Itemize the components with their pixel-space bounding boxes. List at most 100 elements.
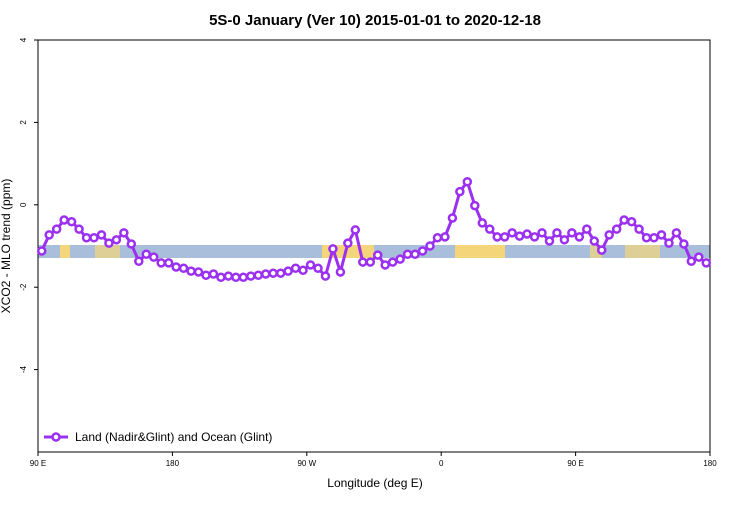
x-tick-label: 90 E	[567, 459, 583, 468]
x-tick-label: 90 E	[30, 459, 46, 468]
data-point	[492, 232, 502, 242]
legend-label: Land (Nadir&Glint) and Ocean (Glint)	[75, 430, 272, 444]
data-point	[268, 268, 278, 278]
data-point	[477, 218, 488, 228]
plot-frame	[37, 39, 711, 453]
y-axis-label: XCO2 - MLO trend (ppm)	[0, 179, 13, 314]
data-point	[89, 233, 99, 243]
data-point	[582, 224, 592, 234]
data-point	[186, 266, 196, 276]
data-point	[626, 216, 637, 227]
data-point	[246, 271, 256, 281]
data-point	[335, 267, 346, 277]
data-point	[387, 257, 398, 267]
data-point	[66, 216, 77, 227]
data-point	[365, 257, 376, 267]
data-point	[216, 272, 226, 283]
data-point	[305, 260, 316, 270]
data-point	[440, 232, 450, 242]
land-band	[60, 245, 70, 258]
data-point	[694, 252, 704, 262]
data-point	[432, 233, 443, 243]
data-point	[59, 215, 69, 225]
data-point	[596, 245, 607, 255]
data-point	[641, 233, 652, 243]
data-point	[96, 230, 107, 240]
x-tick-label: 0	[439, 459, 444, 468]
data-point	[611, 224, 622, 234]
x-tick-label: 90 W	[297, 459, 316, 468]
data-point	[171, 262, 181, 272]
chart-title: 5S-0 January (Ver 10) 2015-01-01 to 2020…	[209, 12, 541, 29]
data-point	[238, 272, 249, 283]
land-band	[625, 245, 660, 258]
data-point	[223, 271, 234, 281]
data-point	[328, 244, 338, 254]
data-point	[36, 246, 47, 256]
data-point	[656, 230, 667, 240]
data-point	[559, 235, 570, 245]
data-point	[320, 271, 331, 281]
data-point	[507, 228, 517, 238]
data-point	[402, 249, 413, 259]
data-point	[372, 250, 383, 260]
data-point	[275, 268, 286, 278]
data-point	[671, 228, 682, 238]
data-point	[417, 246, 428, 256]
data-point	[447, 213, 458, 223]
data-point	[141, 249, 152, 259]
data-point	[201, 270, 211, 281]
data-point	[298, 265, 308, 276]
data-point	[380, 260, 390, 270]
data-point	[701, 258, 712, 268]
data-point	[425, 241, 435, 251]
land-band	[95, 245, 120, 258]
data-point	[81, 233, 92, 243]
data-point	[574, 232, 585, 242]
data-point	[253, 270, 264, 281]
data-point	[499, 232, 510, 242]
x-tick-label: 180	[703, 459, 717, 468]
data-point	[343, 238, 353, 248]
data-point	[649, 233, 659, 243]
data-point	[44, 230, 54, 240]
data-point	[231, 272, 241, 283]
legend-marker	[51, 432, 61, 442]
data-point	[634, 224, 644, 234]
data-point	[567, 228, 577, 238]
data-point	[686, 256, 697, 266]
data-point	[529, 232, 540, 242]
data-point	[619, 215, 629, 225]
data-point	[462, 176, 473, 187]
data-point	[104, 238, 114, 248]
data-point	[589, 236, 600, 246]
land-band	[455, 245, 505, 258]
y-tick-label: 4	[19, 37, 28, 42]
data-point	[134, 256, 144, 266]
data-point	[313, 263, 323, 273]
y-tick-label: -4	[19, 365, 28, 373]
data-point	[664, 238, 674, 248]
data-point	[51, 224, 62, 234]
data-point	[552, 228, 562, 238]
data-point	[484, 224, 495, 234]
data-point	[111, 235, 122, 245]
data-point	[679, 239, 689, 249]
data-point	[208, 269, 219, 279]
x-axis-label: Longitude (deg E)	[327, 476, 422, 490]
data-point	[74, 224, 84, 234]
data-point	[290, 263, 301, 273]
data-point	[148, 252, 159, 262]
data-point	[470, 200, 480, 211]
data-point	[514, 231, 525, 241]
data-point	[537, 228, 547, 238]
data-point	[544, 236, 555, 246]
data-point	[178, 263, 189, 273]
data-point	[163, 258, 174, 268]
data-point	[260, 269, 271, 279]
data-point	[156, 258, 166, 268]
data-point	[193, 267, 204, 277]
x-tick-label: 180	[166, 459, 180, 468]
data-point	[410, 249, 420, 259]
